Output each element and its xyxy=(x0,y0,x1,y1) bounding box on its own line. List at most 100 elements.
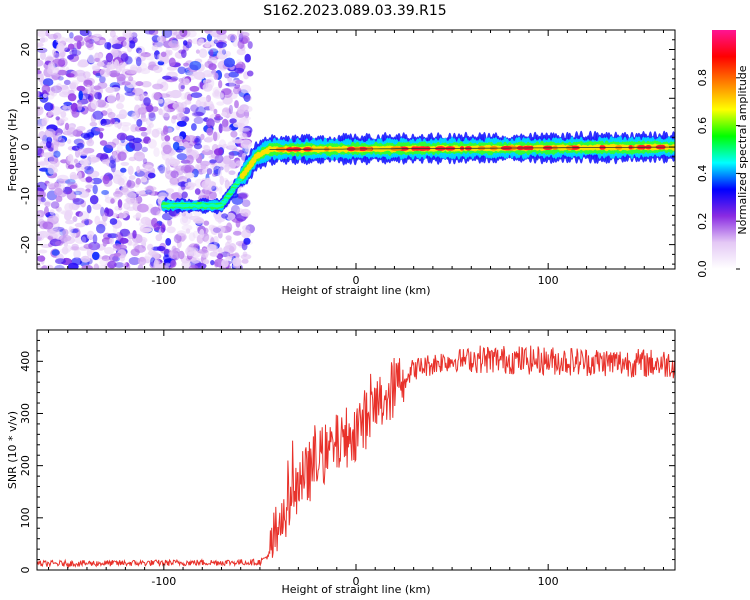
noise-blob xyxy=(211,185,217,191)
noise-blob xyxy=(123,39,130,49)
noise-blob xyxy=(147,172,156,179)
noise-blob xyxy=(105,52,113,63)
noise-blob xyxy=(56,132,62,141)
noise-blob xyxy=(228,151,240,156)
noise-blob xyxy=(160,224,166,233)
noise-blob xyxy=(47,110,53,117)
noise-blob xyxy=(140,216,151,225)
noise-blob xyxy=(66,73,75,78)
noise-blob xyxy=(193,143,203,150)
ridge-cell xyxy=(225,195,231,198)
noise-blob xyxy=(161,108,171,118)
noise-blob xyxy=(166,226,176,234)
noise-blob xyxy=(168,40,180,48)
noise-blob xyxy=(138,256,147,266)
noise-blob xyxy=(63,79,71,86)
noise-blob xyxy=(177,146,186,151)
noise-blob xyxy=(232,122,243,128)
noise-blob xyxy=(181,211,186,217)
noise-blob xyxy=(142,158,148,165)
ridge-cell xyxy=(221,200,227,204)
noise-blob xyxy=(42,93,48,99)
noise-blob xyxy=(86,204,92,214)
noise-blob xyxy=(105,141,117,149)
noise-blob xyxy=(202,169,207,175)
noise-blob xyxy=(60,111,67,118)
noise-blob xyxy=(58,138,66,147)
noise-blob xyxy=(167,127,173,133)
noise-blob xyxy=(214,154,224,164)
noise-blob xyxy=(62,229,69,236)
noise-blob xyxy=(37,106,44,116)
noise-blob xyxy=(127,165,134,176)
noise-blob xyxy=(162,75,172,80)
noise-blob xyxy=(169,157,177,165)
noise-blob xyxy=(187,39,193,45)
noise-blob xyxy=(184,99,192,105)
noise-blob xyxy=(74,222,86,228)
noise-blob xyxy=(37,230,50,238)
noise-blob xyxy=(92,251,100,261)
noise-blob xyxy=(37,181,47,192)
noise-blob xyxy=(37,212,42,218)
noise-blob xyxy=(221,126,232,132)
noise-blob xyxy=(130,248,140,257)
noise-blob xyxy=(195,99,202,107)
noise-blob xyxy=(69,49,82,56)
noise-blob xyxy=(203,144,211,152)
noise-blob xyxy=(240,208,251,217)
noise-blob xyxy=(96,61,105,67)
noise-blob xyxy=(183,164,195,174)
noise-blob xyxy=(213,168,221,177)
noise-blob xyxy=(244,53,251,63)
noise-blob xyxy=(201,179,213,190)
noise-blob xyxy=(44,201,51,208)
noise-blob xyxy=(228,170,236,175)
noise-blob xyxy=(218,186,223,195)
noise-blob xyxy=(148,111,156,119)
noise-blob xyxy=(165,91,176,98)
noise-blob xyxy=(90,156,101,163)
noise-blob xyxy=(175,135,184,141)
noise-blob xyxy=(69,184,78,189)
noise-blob xyxy=(132,110,140,116)
noise-blob xyxy=(190,92,203,98)
noise-blob xyxy=(221,213,229,219)
noise-blob xyxy=(225,235,232,241)
noise-blob xyxy=(89,121,98,127)
noise-blob xyxy=(240,84,252,94)
noise-blob xyxy=(61,246,69,255)
noise-blob xyxy=(110,87,121,92)
noise-blob xyxy=(120,167,127,173)
noise-blob xyxy=(122,262,127,267)
noise-blob xyxy=(107,111,116,119)
noise-blob xyxy=(215,113,221,119)
noise-blob xyxy=(150,206,161,216)
noise-blob xyxy=(47,33,59,40)
noise-blob xyxy=(98,39,107,45)
noise-blob xyxy=(168,250,179,259)
noise-blob xyxy=(107,233,119,239)
noise-blob xyxy=(158,164,166,174)
noise-blob xyxy=(228,104,233,115)
noise-blob xyxy=(90,99,99,110)
noise-blob xyxy=(101,212,108,222)
noise-blob xyxy=(152,206,159,215)
noise-blob xyxy=(39,37,46,43)
noise-blob xyxy=(65,219,75,225)
noise-blob xyxy=(213,36,219,44)
noise-blob xyxy=(121,125,130,132)
noise-blob xyxy=(241,199,251,207)
noise-blob xyxy=(72,198,85,205)
noise-blob xyxy=(173,167,181,174)
noise-blob xyxy=(63,101,73,106)
noise-blob xyxy=(242,225,250,231)
noise-blob xyxy=(141,146,148,153)
noise-blob xyxy=(211,172,218,177)
noise-blob xyxy=(176,239,182,249)
noise-blob xyxy=(136,68,142,74)
noise-blob xyxy=(128,31,138,38)
noise-blob xyxy=(213,148,224,156)
noise-blob xyxy=(172,102,184,110)
noise-blob xyxy=(241,242,248,251)
